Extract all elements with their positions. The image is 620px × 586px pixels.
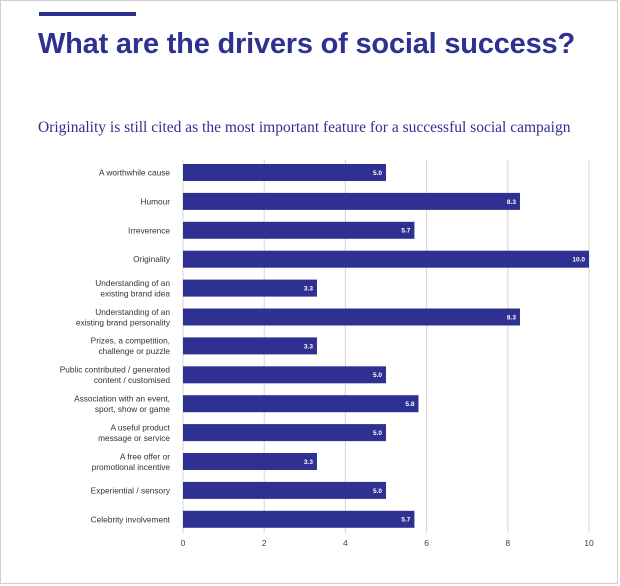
bar — [183, 279, 317, 297]
category-label: content / customised — [94, 375, 170, 385]
bar — [183, 221, 415, 239]
bar — [183, 366, 386, 384]
bar-value-label: 5.7 — [401, 517, 410, 524]
category-label: Understanding of an — [95, 307, 170, 317]
bars: 5.0 8.3 5.7 10.0 3.3 8.3 3.3 5.0 5.8 5.0 3.3 5.0 5.7 — [183, 164, 589, 528]
x-tick-label: 8 — [505, 538, 510, 548]
x-tick-label: 10 — [584, 538, 594, 548]
category-label: Understanding of an — [95, 278, 170, 288]
bar-value-label: 10.0 — [572, 257, 585, 264]
bar-value-label: 8.3 — [507, 199, 516, 206]
x-tick-label: 6 — [424, 538, 429, 548]
category-label: Public contributed / generated — [60, 365, 171, 375]
bar — [183, 395, 419, 413]
bar — [183, 481, 386, 499]
bar — [183, 337, 317, 355]
category-label: Humour — [140, 196, 170, 206]
x-tick-label: 2 — [262, 538, 267, 548]
bar-value-label: 5.0 — [373, 430, 382, 437]
bar — [183, 424, 386, 442]
bar-value-label: 5.8 — [405, 401, 414, 408]
chart-subtitle: Originality is still cited as the most i… — [38, 119, 571, 136]
bar — [183, 164, 386, 181]
category-label: challenge or puzzle — [99, 346, 171, 356]
bar — [183, 510, 415, 528]
bar-value-label: 5.0 — [373, 488, 382, 495]
x-tick-label: 0 — [181, 538, 186, 548]
bar — [183, 250, 589, 268]
category-label: promotional incentive — [92, 462, 171, 472]
category-label: message or service — [98, 433, 170, 443]
bar — [183, 453, 317, 470]
category-label: Prizes, a competition, — [91, 336, 170, 346]
category-labels: A worthwhile cause Humour Irreverence Origi… — [60, 168, 171, 525]
category-label: sport, show or game — [95, 404, 171, 414]
x-axis-ticks: 0 2 4 6 8 10 — [181, 538, 594, 548]
bar-value-label: 5.0 — [373, 170, 382, 177]
category-label: Association with an event, — [74, 393, 170, 403]
category-label: Experiential / sensory — [91, 485, 171, 495]
page-title: What are the drivers of social success? — [38, 28, 575, 60]
bar-value-label: 5.0 — [373, 372, 382, 379]
category-label: A free offer or — [120, 451, 170, 461]
bar — [183, 192, 520, 210]
bar — [183, 308, 520, 326]
bar-value-label: 3.3 — [304, 459, 313, 466]
x-tick-label: 4 — [343, 538, 348, 548]
category-label: Celebrity involvement — [91, 514, 171, 524]
bar-value-label: 5.7 — [401, 228, 410, 235]
category-label: A worthwhile cause — [99, 168, 170, 178]
bar-value-label: 3.3 — [304, 286, 313, 293]
category-label: existing brand personality — [76, 317, 171, 327]
category-label: A useful product — [110, 422, 170, 432]
title-accent-line — [39, 12, 136, 16]
category-label: Irreverence — [128, 225, 170, 235]
bar-value-label: 8.3 — [507, 314, 516, 321]
category-label: Originality — [133, 254, 171, 264]
bar-value-label: 3.3 — [304, 343, 313, 350]
category-label: existing brand idea — [100, 288, 170, 298]
